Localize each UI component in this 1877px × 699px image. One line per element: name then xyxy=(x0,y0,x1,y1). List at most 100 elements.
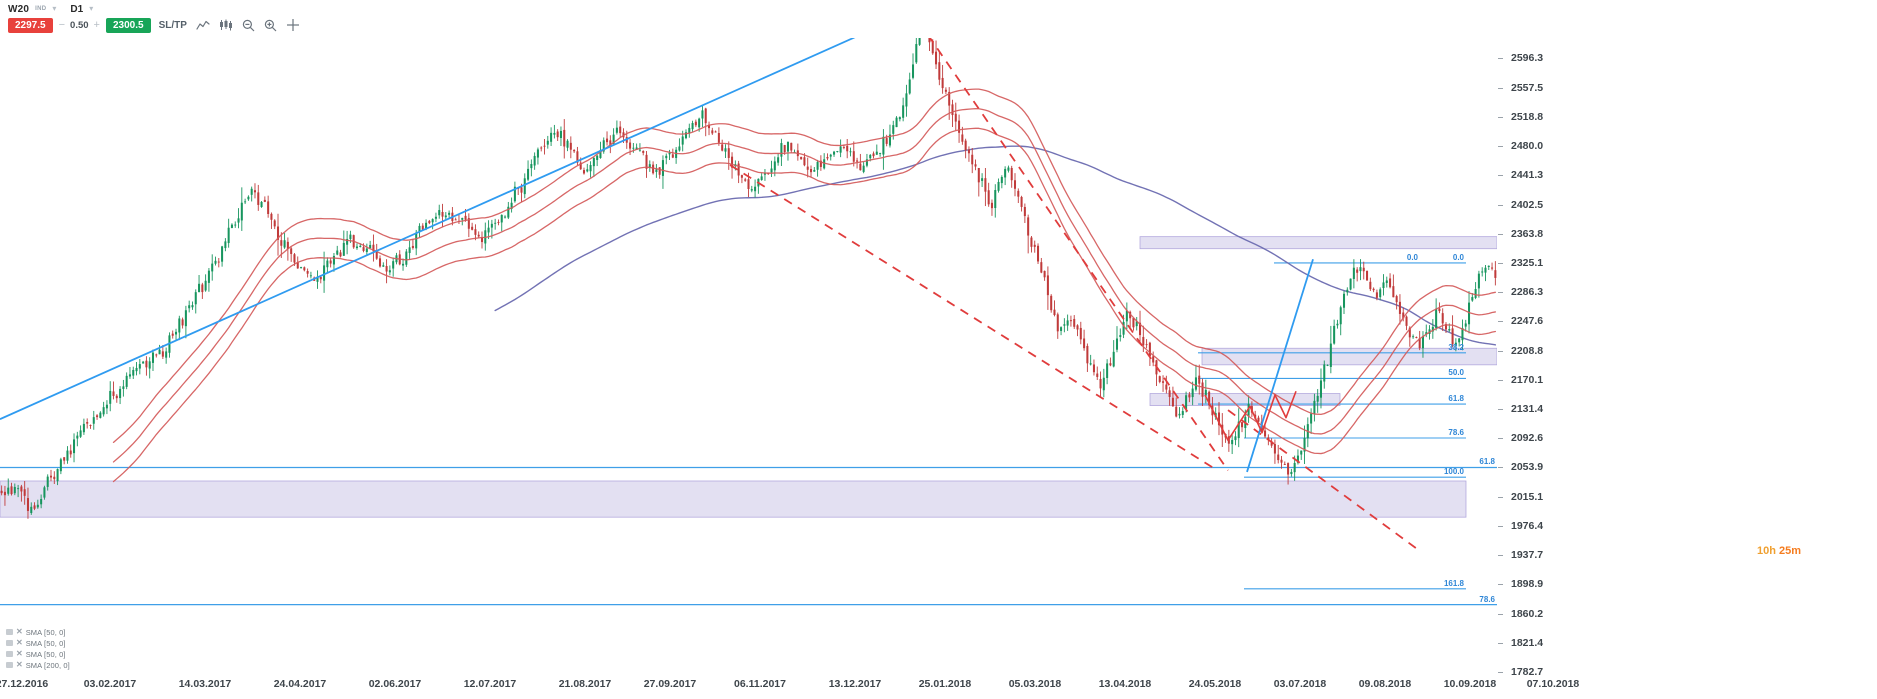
price-tick-label: 2518.8 xyxy=(1511,110,1544,123)
legend-item-label: SMA [200, 0] xyxy=(25,660,70,670)
visibility-toggle-icon[interactable] xyxy=(6,629,13,635)
crosshair-icon[interactable] xyxy=(286,18,300,32)
price-tick-label: 2015.1 xyxy=(1511,490,1544,503)
remove-indicator-icon[interactable]: ✕ xyxy=(16,649,23,658)
price-tick-label: 2557.5 xyxy=(1511,81,1544,94)
price-tick xyxy=(1498,116,1503,118)
price-tick-label: 2131.4 xyxy=(1511,403,1544,416)
chart-toolbar: W20 IND ▾ D1 ▾ 2297.5 − 0.50 + 2300.5 SL… xyxy=(0,0,1877,38)
line-chart-icon[interactable] xyxy=(196,20,210,31)
sma-200-line xyxy=(494,145,1497,346)
date-tick-label: 27.12.2016 xyxy=(0,678,49,690)
buy-button[interactable]: 2300.5 xyxy=(105,17,151,33)
legend-item-label: SMA [50, 0] xyxy=(25,638,66,648)
indicator-legend: ✕ SMA [50, 0] ✕ SMA [50, 0] ✕ SMA [50, 0] ✕ SMA… xyxy=(6,627,70,671)
price-tick-label: 1937.7 xyxy=(1511,549,1544,562)
date-tick-label: 24.04.2017 xyxy=(273,678,327,690)
date-tick-label: 03.07.2018 xyxy=(1273,678,1327,690)
visibility-toggle-icon[interactable] xyxy=(6,662,13,668)
zoom-out-icon[interactable] xyxy=(242,19,255,32)
price-tick xyxy=(1498,409,1503,411)
price-tick xyxy=(1498,438,1503,440)
price-tick-label: 2170.1 xyxy=(1511,373,1544,386)
visibility-toggle-icon[interactable] xyxy=(6,651,13,657)
symbol-dropdown-icon[interactable]: ▾ xyxy=(52,4,57,13)
timeframe-dropdown-icon[interactable]: ▾ xyxy=(89,4,94,13)
time-axis[interactable]: 27.12.2016 03.02.2017 14.03.2017 24.04.2017… xyxy=(0,672,1877,699)
date-tick-label: 24.05.2018 xyxy=(1188,678,1242,690)
price-tick-label: 2480.0 xyxy=(1511,140,1544,153)
zone-rectangles xyxy=(0,236,1497,518)
remove-indicator-icon[interactable]: ✕ xyxy=(16,660,23,669)
visibility-toggle-icon[interactable] xyxy=(6,640,13,646)
countdown-hours: 10h xyxy=(1757,545,1776,557)
symbol-type-label: IND xyxy=(35,6,47,12)
volume-value[interactable]: 0.50 xyxy=(70,19,89,31)
drawn-trendlines xyxy=(0,8,1419,551)
price-tick-label: 2247.6 xyxy=(1511,315,1544,328)
price-tick-label: 2441.3 xyxy=(1511,169,1544,182)
legend-item[interactable]: ✕ SMA [200, 0] xyxy=(6,660,70,670)
date-tick-label: 12.07.2017 xyxy=(463,678,517,690)
timeframe-label[interactable]: D1 xyxy=(70,3,84,15)
instrument-row: W20 IND ▾ D1 ▾ xyxy=(8,2,93,16)
price-chart-canvas[interactable] xyxy=(0,0,1497,672)
countdown-minutes: 25m xyxy=(1778,545,1801,557)
zoom-in-icon[interactable] xyxy=(264,19,277,32)
price-tick-label: 1782.7 xyxy=(1511,666,1544,678)
price-tick-label: 1860.2 xyxy=(1511,607,1544,620)
candlestick-icon[interactable] xyxy=(219,19,233,31)
price-axis[interactable]: 2635.02596.32557.52518.82480.02441.32402… xyxy=(1497,0,1877,678)
price-tick xyxy=(1498,613,1503,615)
volume-decrease-button[interactable]: − xyxy=(58,19,66,31)
price-tick xyxy=(1498,233,1503,235)
date-tick-label: 03.02.2017 xyxy=(83,678,137,690)
sell-button[interactable]: 2297.5 xyxy=(8,17,53,33)
price-tick-label: 2402.5 xyxy=(1511,198,1544,211)
price-tick-label: 2053.9 xyxy=(1511,461,1544,474)
symbol-label[interactable]: W20 xyxy=(8,3,30,15)
volume-increase-button[interactable]: + xyxy=(93,19,100,31)
trade-row: 2297.5 − 0.50 + 2300.5 SL/TP xyxy=(8,17,300,33)
price-tick xyxy=(1498,555,1503,557)
price-tick-label: 1821.4 xyxy=(1511,636,1544,649)
date-tick-label: 27.09.2017 xyxy=(643,678,697,690)
price-tick-label: 1976.4 xyxy=(1511,519,1544,532)
date-tick-label: 14.03.2017 xyxy=(178,678,232,690)
price-tick xyxy=(1498,379,1503,381)
price-tick xyxy=(1498,672,1503,673)
legend-item-label: SMA [50, 0] xyxy=(25,627,66,637)
price-tick xyxy=(1498,525,1503,527)
date-tick-label: 10.09.2018 xyxy=(1443,678,1497,690)
date-tick-label: 13.12.2017 xyxy=(828,678,882,690)
date-tick-label: 21.08.2017 xyxy=(558,678,612,690)
price-tick xyxy=(1498,584,1503,586)
price-tick-label: 2363.8 xyxy=(1511,227,1544,240)
remove-indicator-icon[interactable]: ✕ xyxy=(16,638,23,647)
legend-item[interactable]: ✕ SMA [50, 0] xyxy=(6,649,70,659)
price-tick xyxy=(1498,87,1503,89)
price-tick xyxy=(1498,496,1503,498)
price-tick-label: 1898.9 xyxy=(1511,578,1544,591)
remove-indicator-icon[interactable]: ✕ xyxy=(16,627,23,636)
price-tick-label: 2092.6 xyxy=(1511,432,1544,445)
price-tick xyxy=(1498,262,1503,264)
sma-50-lines xyxy=(112,88,1496,483)
volume-stepper: − 0.50 + xyxy=(53,19,106,31)
legend-item[interactable]: ✕ SMA [50, 0] xyxy=(6,627,70,637)
bar-countdown: 10h 25m xyxy=(1757,545,1801,557)
legend-item[interactable]: ✕ SMA [50, 0] xyxy=(6,638,70,648)
sltp-button[interactable]: SL/TP xyxy=(158,19,187,31)
price-tick-label: 2596.3 xyxy=(1511,52,1544,65)
date-tick-label: 09.08.2018 xyxy=(1358,678,1412,690)
price-tick xyxy=(1498,642,1503,644)
price-tick xyxy=(1498,58,1503,60)
price-tick xyxy=(1498,292,1503,294)
date-tick-label: 13.04.2018 xyxy=(1098,678,1152,690)
date-tick-label: 06.11.2017 xyxy=(734,678,786,690)
price-tick-label: 2286.3 xyxy=(1511,286,1544,299)
candlestick-series xyxy=(0,18,1497,519)
date-tick-label: 02.06.2017 xyxy=(368,678,422,690)
price-tick xyxy=(1498,350,1503,352)
